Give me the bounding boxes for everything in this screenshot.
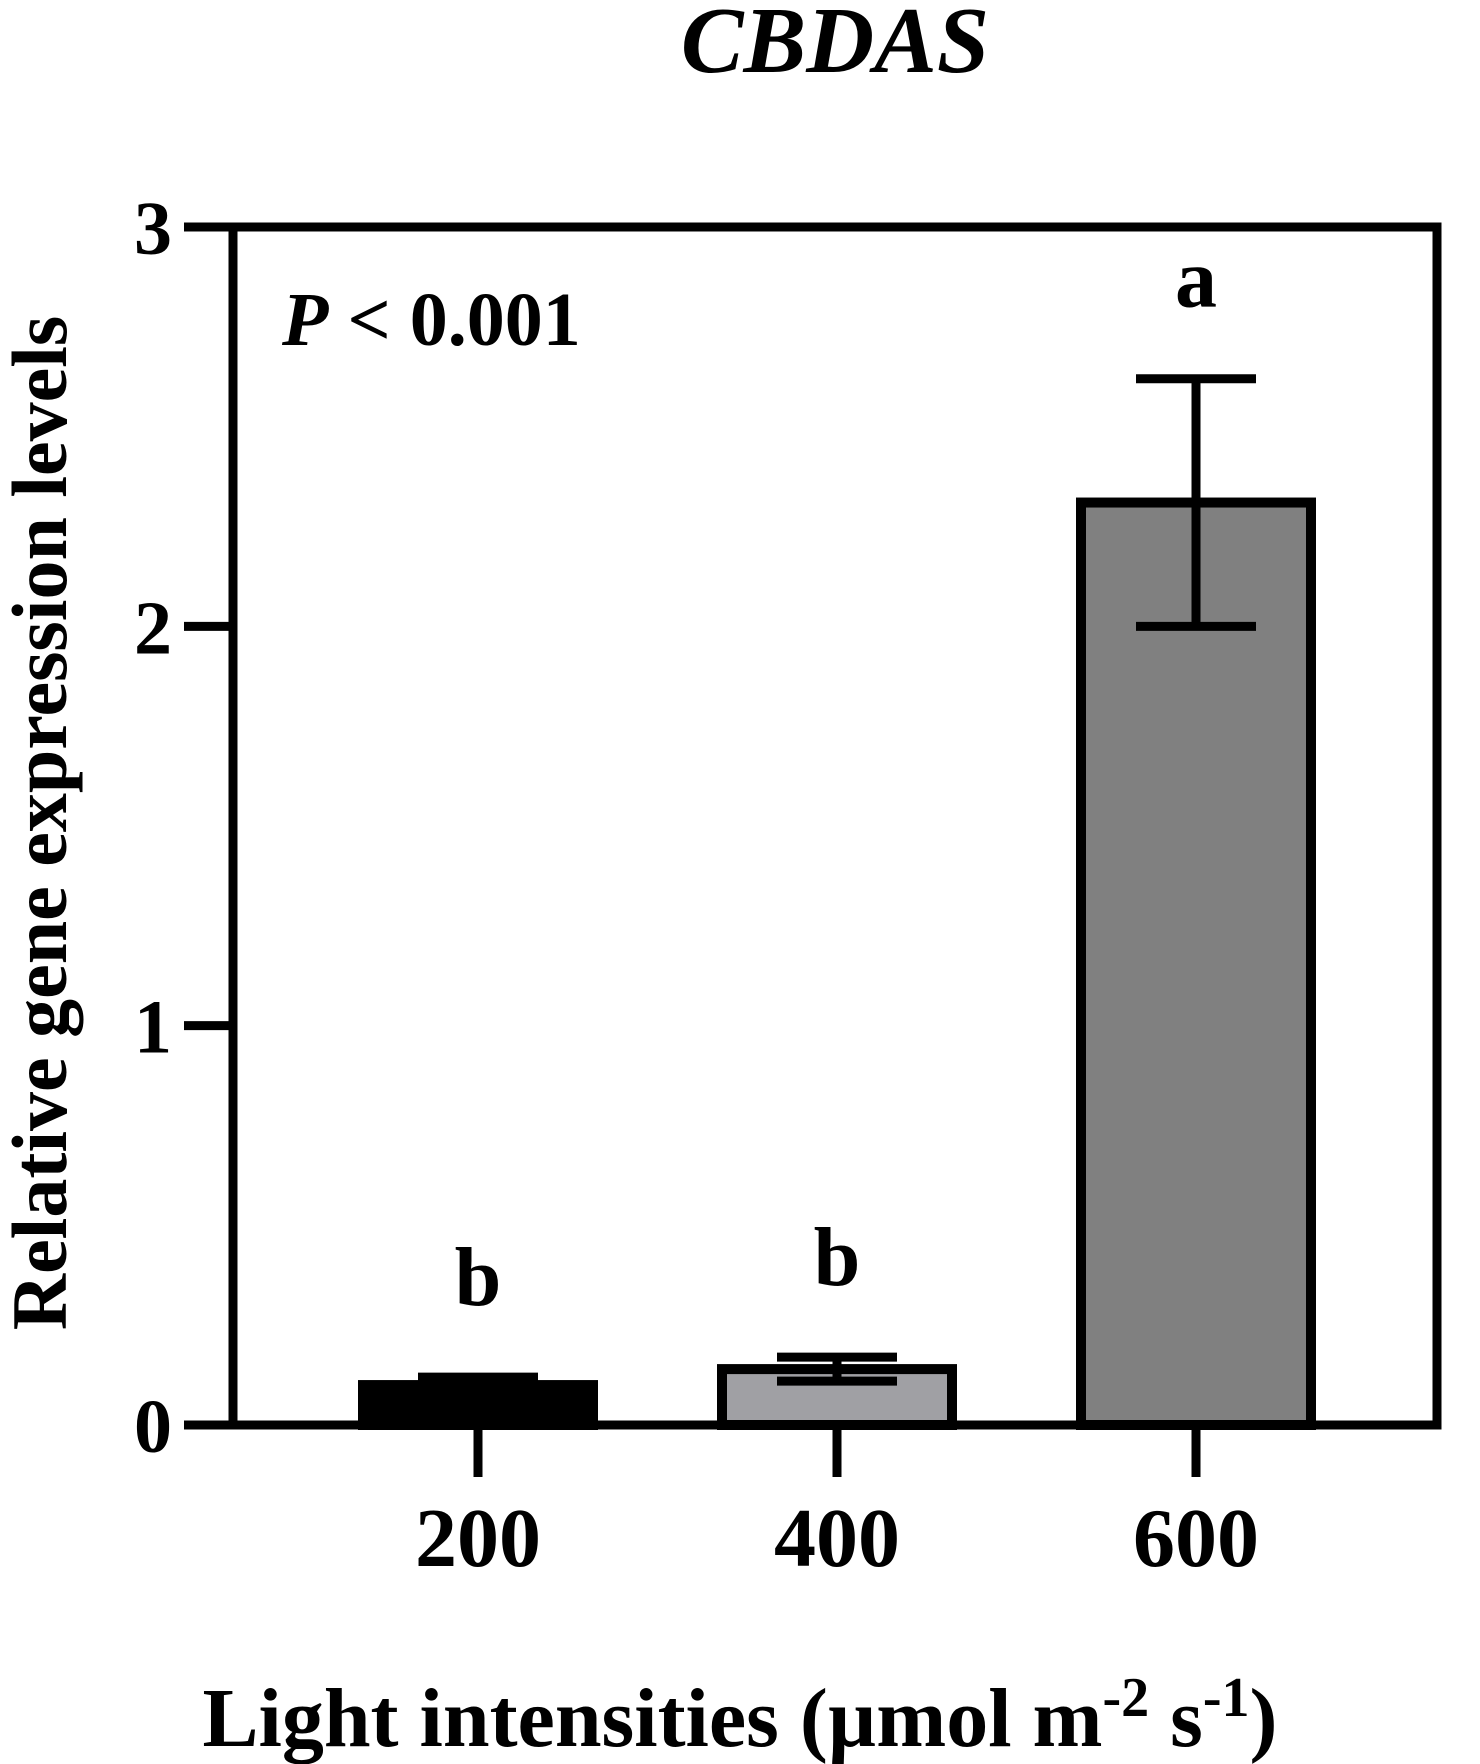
y-tick-label: 0 xyxy=(134,1385,172,1469)
y-tick-label: 1 xyxy=(134,986,172,1070)
x-axis-label-sup1: -2 xyxy=(1103,1667,1150,1729)
y-tick-label: 2 xyxy=(134,586,172,670)
x-axis-label-mid: s xyxy=(1149,1672,1203,1764)
x-axis-label-sup2: -1 xyxy=(1203,1667,1250,1729)
bar-600 xyxy=(1076,497,1316,1431)
x-axis-label-main: Light intensities (µmol m xyxy=(202,1672,1102,1764)
p-value-text: < 0.001 xyxy=(328,278,580,362)
significance-letter: b xyxy=(455,1231,502,1324)
x-tick-label-200: 200 xyxy=(415,1492,541,1585)
y-axis-label: Relative gene expression levels xyxy=(0,316,83,1331)
x-axis-label: Light intensities (µmol m-2 s-1) xyxy=(202,1667,1277,1764)
x-tick-label-400: 400 xyxy=(774,1492,900,1585)
y-tick-label: 3 xyxy=(134,187,172,271)
x-tick-label-600: 600 xyxy=(1133,1492,1259,1585)
significance-letter: a xyxy=(1175,233,1217,326)
significance-letter: b xyxy=(814,1211,861,1304)
x-axis-label-end: ) xyxy=(1250,1672,1278,1764)
p-value-annotation: P < 0.001 xyxy=(281,278,581,362)
plot-area: 0 1 2 3 200 b 400 b 600 a P < 0.001 xyxy=(134,187,1442,1585)
p-value-symbol: P xyxy=(281,278,329,362)
chart-title: CBDAS xyxy=(681,0,989,93)
